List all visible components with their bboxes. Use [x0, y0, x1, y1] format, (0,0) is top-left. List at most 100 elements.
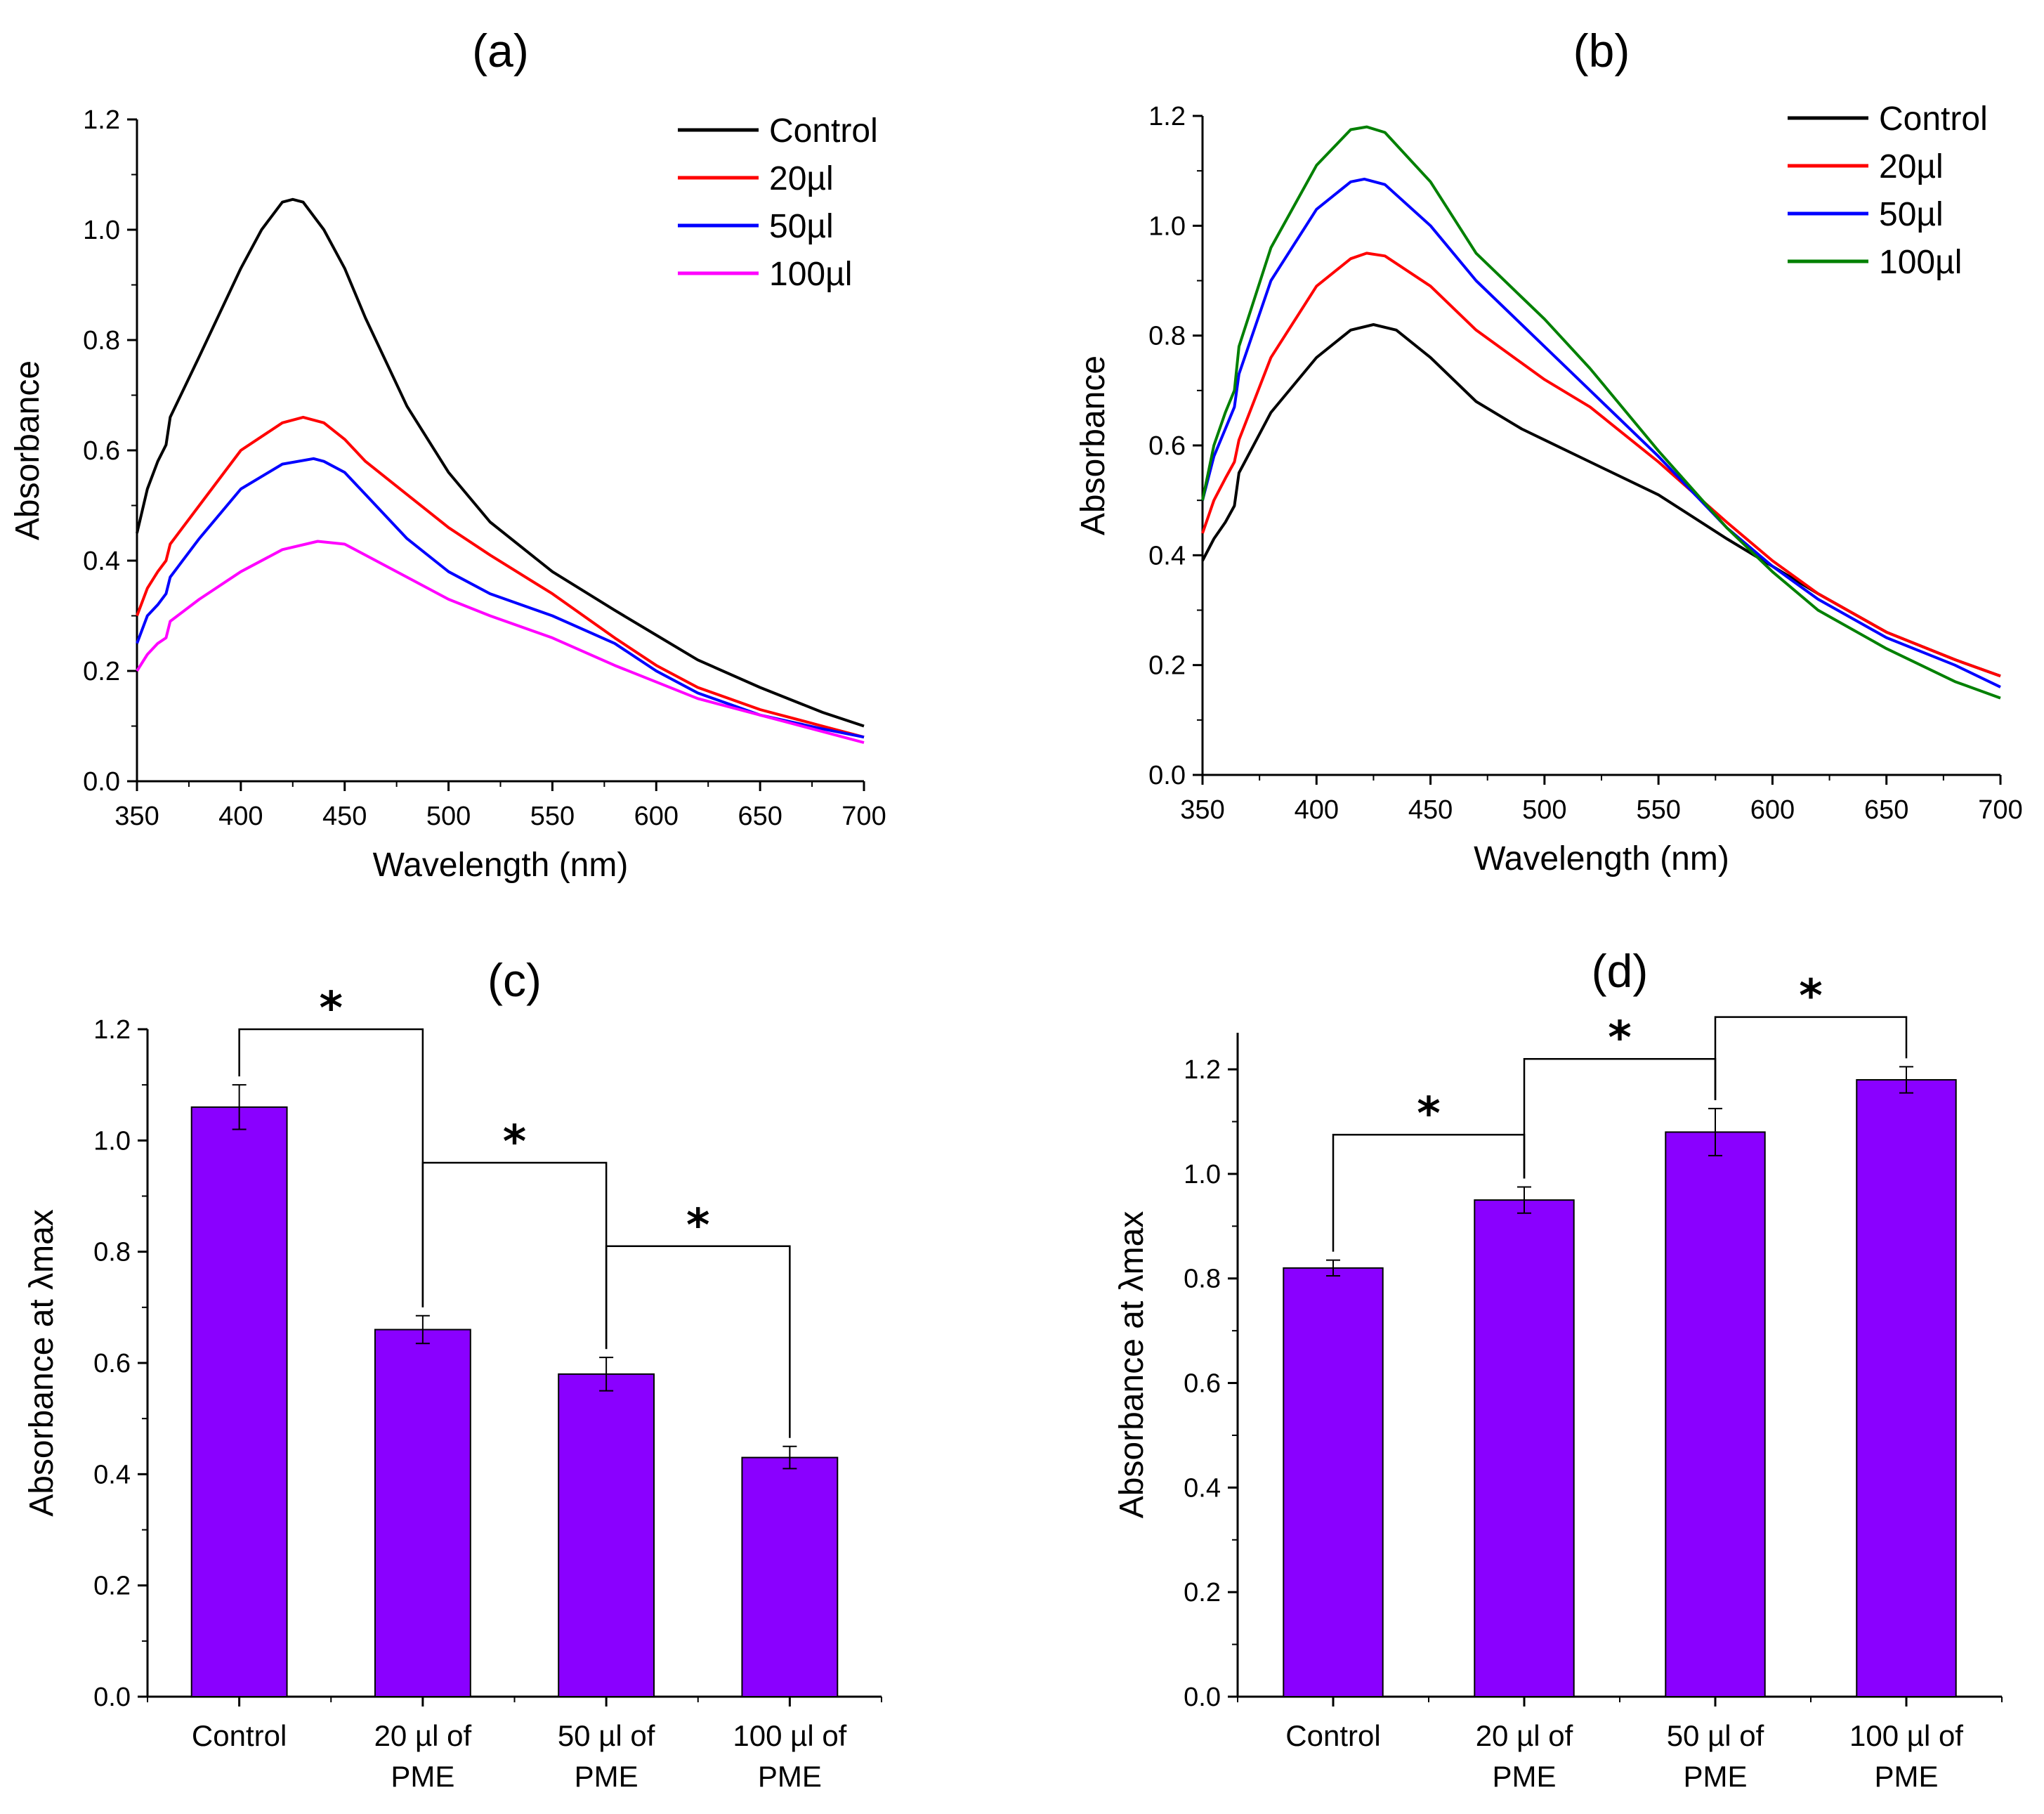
y-tick-label: 0.0 [83, 767, 120, 797]
x-tick-label: 450 [322, 802, 367, 831]
bar [1856, 1078, 1957, 1697]
category-label: 20 µl of [1476, 1719, 1573, 1752]
y-tick-label: 0.8 [93, 1238, 131, 1267]
y-tick-label: 0.4 [1148, 541, 1186, 570]
category-label: 100 µl of [1849, 1719, 1963, 1752]
legend-label: Control [1879, 100, 1988, 138]
category-label: PME [758, 1760, 822, 1793]
series-line-50µl [1201, 177, 2001, 689]
y-tick-label: 1.0 [83, 216, 120, 245]
y-tick-label: 1.0 [1148, 211, 1186, 241]
y-tick-label: 0.6 [83, 436, 120, 466]
legend-label: 50µl [1879, 196, 1944, 233]
y-tick-label: 1.2 [1148, 102, 1186, 131]
bar [1665, 1131, 1766, 1697]
y-tick-label: 1.2 [93, 1015, 131, 1045]
legend-label: 50µl [769, 208, 834, 245]
category-label: PME [391, 1760, 454, 1793]
x-tick-label: 500 [426, 802, 471, 831]
y-tick-label: 1.0 [93, 1126, 131, 1156]
x-tick-label: 500 [1522, 795, 1566, 825]
panel-title: (a) [472, 25, 529, 77]
x-axis-label: Wavelength (nm) [1474, 840, 1729, 877]
significance-bracket [605, 1245, 791, 1438]
bar [190, 1106, 288, 1698]
x-tick-label: 700 [1978, 795, 2022, 825]
series-line-100µl [1201, 125, 2001, 700]
bar [1474, 1199, 1575, 1697]
series-line-Control [136, 197, 865, 728]
y-tick-label: 0.2 [83, 657, 120, 686]
x-tick-label: 600 [1750, 795, 1795, 825]
legend-label: 20µl [1879, 148, 1944, 185]
category-label: PME [1683, 1760, 1747, 1793]
category-label: 100 µl of [733, 1719, 846, 1752]
y-tick-label: 0.2 [1184, 1578, 1221, 1607]
x-tick-label: 400 [218, 802, 263, 831]
y-axis-label: Absorbance [1075, 355, 1112, 535]
category-label: 50 µl of [1667, 1719, 1764, 1752]
y-tick-label: 0.4 [93, 1460, 131, 1489]
y-tick-label: 0.8 [1148, 322, 1186, 351]
panel-a: 0.0 0.2 0.4 0.6 0.8 1.0 1.2 350 400 450 500 550 600 6… [9, 25, 886, 884]
y-tick-label: 0.0 [1148, 761, 1186, 790]
significance-marker: * [503, 1116, 526, 1168]
legend-label: 20µl [769, 160, 834, 197]
significance-marker: * [1608, 1012, 1631, 1064]
x-tick-label: 550 [1636, 795, 1680, 825]
legend-label: 100µl [769, 256, 852, 293]
y-tick-label: 0.4 [83, 547, 120, 576]
y-tick-label: 0.2 [1148, 651, 1186, 681]
series-line-Control [1201, 323, 2001, 678]
x-tick-label: 650 [1864, 795, 1908, 825]
legend-label: Control [769, 112, 878, 150]
category-label: PME [1874, 1760, 1938, 1793]
y-tick-label: 0.6 [1184, 1369, 1221, 1399]
y-tick-label: 1.2 [83, 105, 120, 135]
y-tick-label: 0.4 [1184, 1473, 1221, 1503]
category-label: Control [1285, 1719, 1380, 1752]
y-tick-label: 0.6 [1148, 431, 1186, 461]
y-tick-label: 0.6 [93, 1349, 131, 1378]
category-label: 50 µl of [558, 1719, 655, 1752]
y-axis-label: Absorbance at λmax [23, 1209, 60, 1517]
panel-title: (c) [487, 954, 542, 1006]
x-tick-label: 650 [738, 802, 782, 831]
x-tick-label: 350 [114, 802, 159, 831]
x-axis-label: Wavelength (nm) [373, 847, 629, 884]
panel-title: (d) [1592, 945, 1649, 997]
x-tick-label: 700 [841, 802, 886, 831]
y-tick-label: 1.2 [1184, 1055, 1221, 1085]
significance-marker: * [1417, 1088, 1440, 1140]
bar [558, 1373, 655, 1698]
x-tick-label: 450 [1408, 795, 1453, 825]
significance-marker: * [1799, 971, 1822, 1023]
x-tick-label: 600 [634, 802, 679, 831]
y-tick-label: 0.8 [1184, 1265, 1221, 1294]
category-label: 20 µl of [374, 1719, 472, 1752]
y-tick-label: 0.0 [93, 1683, 131, 1712]
significance-bracket [421, 1161, 608, 1350]
significance-marker: * [686, 1200, 709, 1252]
legend-label: 100µl [1879, 244, 1962, 281]
y-axis-label: Absorbance [9, 360, 46, 540]
series-line-20µl [136, 415, 865, 739]
x-tick-label: 350 [1180, 795, 1224, 825]
category-label: Control [192, 1719, 287, 1752]
bar [741, 1456, 839, 1697]
bar [1283, 1267, 1384, 1697]
y-tick-label: 0.0 [1184, 1683, 1221, 1712]
series-line-50µl [136, 457, 865, 739]
significance-marker: * [320, 983, 343, 1035]
y-axis-label: Absorbance at λmax [1113, 1211, 1151, 1519]
series-line-100µl [136, 540, 865, 744]
panel-d: 0.0 0.2 0.4 0.6 0.8 1.0 1.2 Absorbance at λmax (… [1113, 945, 2003, 1793]
y-tick-label: 0.2 [93, 1572, 131, 1601]
x-tick-label: 550 [530, 802, 575, 831]
y-tick-label: 0.8 [83, 326, 120, 355]
y-tick-label: 1.0 [1184, 1160, 1221, 1189]
panel-title: (b) [1573, 25, 1630, 77]
category-label: PME [575, 1760, 638, 1793]
series-line-20µl [1201, 252, 2001, 678]
